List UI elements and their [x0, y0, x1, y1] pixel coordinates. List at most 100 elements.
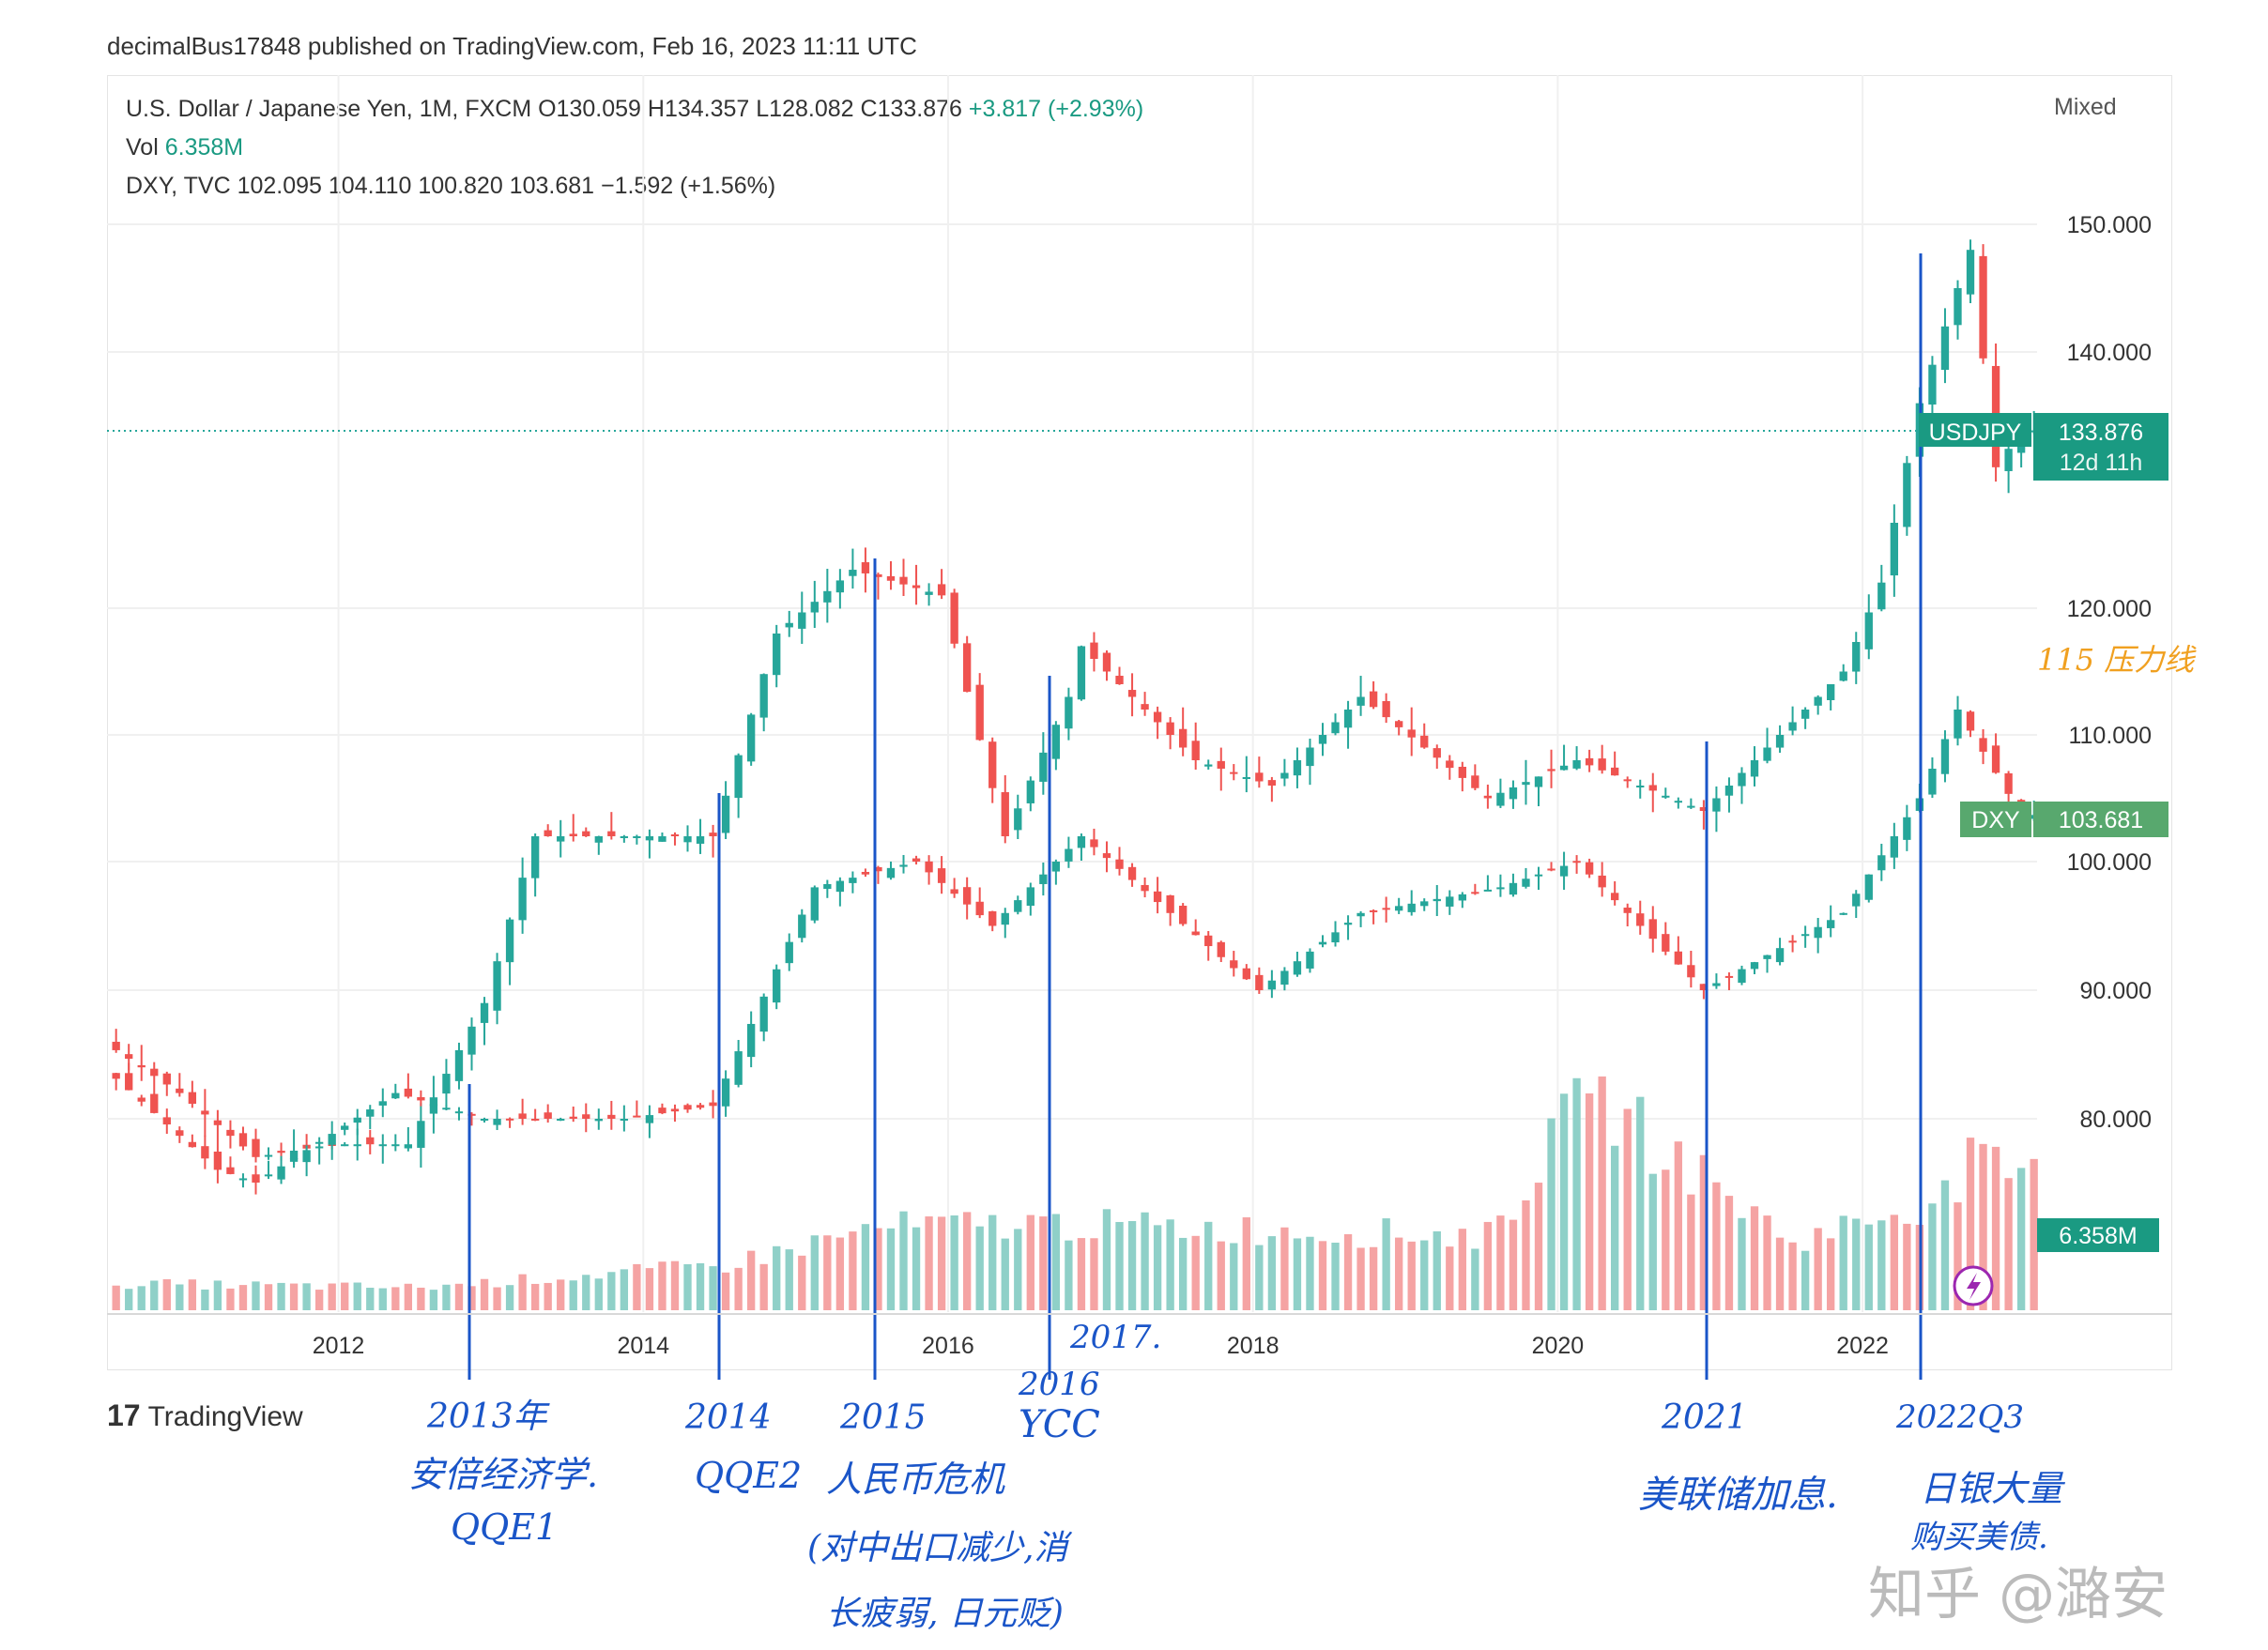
note-2022-line2: 购买美债. — [1910, 1519, 2048, 1556]
volume-bar — [1433, 1230, 1441, 1310]
dxy-candle — [341, 1125, 349, 1130]
volume-bar — [1522, 1199, 1530, 1310]
volume-bar — [1153, 1225, 1162, 1310]
volume-bar — [302, 1283, 311, 1310]
volume-bar — [1014, 1229, 1022, 1310]
dxy-price-label: DXY 103.681 — [1960, 802, 2168, 837]
usdjpy-candle — [493, 961, 501, 1011]
usdjpy-candle — [886, 575, 896, 581]
usdjpy-candle — [1204, 764, 1213, 767]
volume-bar — [2004, 1178, 2013, 1310]
dxy-candle — [1293, 961, 1302, 975]
dxy-candle — [1496, 887, 1505, 890]
dxy-candle — [391, 1092, 400, 1099]
volume-bar — [1090, 1238, 1098, 1310]
dxy-candle — [505, 1118, 514, 1121]
usdjpy-candle — [1395, 721, 1403, 727]
dxy-candle — [557, 1119, 565, 1121]
volume-bar — [1979, 1143, 1987, 1310]
lightning-icon[interactable] — [1953, 1265, 1994, 1306]
usdjpy-candle — [975, 684, 984, 741]
volume-bar — [1115, 1221, 1124, 1310]
volume-bar — [125, 1289, 133, 1310]
usdjpy-candle — [353, 1144, 361, 1147]
volume-bar — [1674, 1141, 1682, 1310]
dxy-candle — [417, 1097, 425, 1101]
dxy-candle — [1343, 923, 1353, 925]
note-2013-line2: QQE1 — [451, 1506, 559, 1548]
usdjpy-candle — [1750, 760, 1759, 777]
dxy-candle — [1585, 862, 1594, 875]
usdjpy-candle — [1318, 735, 1327, 744]
usdjpy-candle — [1141, 704, 1149, 710]
volume-bar — [480, 1278, 489, 1310]
dxy-candle — [569, 1116, 577, 1119]
usdjpy-candle — [746, 714, 756, 762]
volume-bar — [773, 1245, 781, 1310]
usdjpy-candle — [1090, 642, 1098, 659]
volume-bar — [620, 1269, 629, 1310]
note-2014-year: 2014 — [685, 1398, 772, 1437]
dxy-candle — [835, 880, 845, 893]
tradingview-mark-icon: 17 — [107, 1398, 141, 1432]
usdjpy-candle — [176, 1088, 184, 1093]
dxy-candle — [798, 914, 806, 939]
dxy-candle — [1877, 855, 1886, 871]
usdjpy-candle — [137, 1064, 146, 1068]
volume-bar — [112, 1285, 120, 1310]
tradingview-logo[interactable]: 17 TradingView — [107, 1398, 303, 1433]
usdjpy-candle — [1979, 255, 1987, 359]
main-symbol-legend[interactable]: U.S. Dollar / Japanese Yen, 1M, FXCM O13… — [126, 96, 1143, 123]
dxy-candle — [823, 883, 832, 890]
usdjpy-candle — [620, 836, 629, 838]
usdjpy-candle — [1738, 772, 1746, 787]
usdjpy-candle — [1611, 767, 1619, 776]
volume-bar — [1827, 1238, 1835, 1310]
usdjpy-candle — [962, 643, 972, 693]
dxy-candle — [886, 867, 896, 878]
volume-bar — [1141, 1212, 1149, 1310]
volume-bar — [835, 1237, 845, 1310]
usdjpy-candle — [785, 622, 793, 628]
dxy-candle — [849, 878, 857, 883]
dxy-candle — [1814, 926, 1822, 939]
usdjpy-candle — [1115, 675, 1124, 684]
volume-bar — [1611, 1145, 1619, 1310]
dxy-candle — [1623, 908, 1632, 913]
volume-bar — [188, 1279, 197, 1310]
note-2016-line1: YCC — [1019, 1403, 1100, 1446]
usdjpy-candle — [442, 1074, 451, 1094]
time-tick-label: 2016 — [922, 1333, 974, 1359]
usdjpy-candle — [480, 1002, 489, 1023]
dxy-candle — [252, 1174, 260, 1183]
dxy-candle — [1331, 932, 1340, 943]
dxy-candle — [1166, 894, 1174, 913]
dxy-candle — [709, 1102, 717, 1107]
dxy-candle — [1153, 891, 1162, 903]
volume-bar — [137, 1286, 146, 1310]
usdjpy-candle — [1217, 760, 1225, 769]
dxy-candle — [1559, 865, 1569, 877]
volume-bar — [201, 1289, 209, 1310]
scale-mode-label[interactable]: Mixed — [2054, 94, 2117, 120]
volume-bar — [1166, 1219, 1174, 1310]
volume-bar — [874, 1228, 882, 1310]
dxy-candle — [264, 1174, 273, 1177]
volume-legend[interactable]: Vol 6.358M — [126, 134, 243, 161]
dxy-legend[interactable]: DXY, TVC 102.095 104.110 100.820 103.681… — [126, 173, 775, 200]
dxy-candle — [937, 868, 946, 883]
dxy-candle — [1471, 892, 1479, 894]
volume-bar — [150, 1280, 159, 1310]
volume-bar — [1699, 1154, 1709, 1310]
dxy-candle — [1699, 984, 1709, 990]
dxy-candle — [1648, 919, 1657, 940]
dxy-tag-bg — [1960, 802, 2031, 837]
volume-bar — [1572, 1077, 1581, 1310]
volume-bar — [785, 1249, 793, 1310]
dxy-candle — [1458, 894, 1466, 901]
dxy-candle — [1230, 960, 1238, 969]
usdjpy-candle — [201, 1110, 209, 1115]
dxy-candle — [1127, 866, 1137, 880]
volume-bar — [544, 1282, 552, 1310]
